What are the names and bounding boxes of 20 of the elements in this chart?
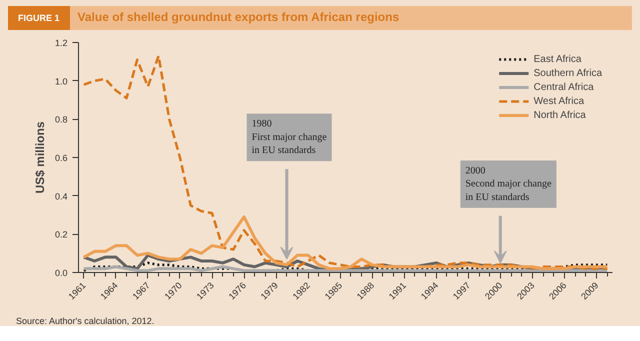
legend-label: Central Africa	[534, 80, 594, 94]
y-tick-label: 0.2	[54, 230, 68, 240]
y-tick-label: 1.2	[54, 38, 68, 48]
legend-label: Southern Africa	[534, 66, 602, 80]
legend-label: West Africa	[534, 94, 584, 108]
y-tick-label: 0.6	[54, 153, 68, 163]
annotation: 2000 Second major change in EU standards	[465, 166, 552, 203]
y-axis-title: US$ millions	[32, 121, 47, 194]
line-series	[82, 215, 609, 270]
y-tick-label: 1.0	[54, 76, 68, 86]
y-tick-label: 0.0	[54, 268, 68, 278]
chart-subtitle: FIGURE 1	[8, 6, 70, 30]
source-note: Source: Author's calculation, 2012.	[16, 315, 154, 328]
line-series	[82, 54, 608, 270]
legend-label: East Africa	[534, 52, 582, 66]
chart-title: Value of shelled groundnut exports from African regions	[76, 9, 400, 26]
y-tick-label: 0.4	[54, 191, 68, 202]
annotation: 1980 First major change in EU standards	[252, 118, 328, 156]
legend-label: North Africa	[534, 108, 586, 122]
y-tick-label: 0.8	[54, 114, 68, 125]
